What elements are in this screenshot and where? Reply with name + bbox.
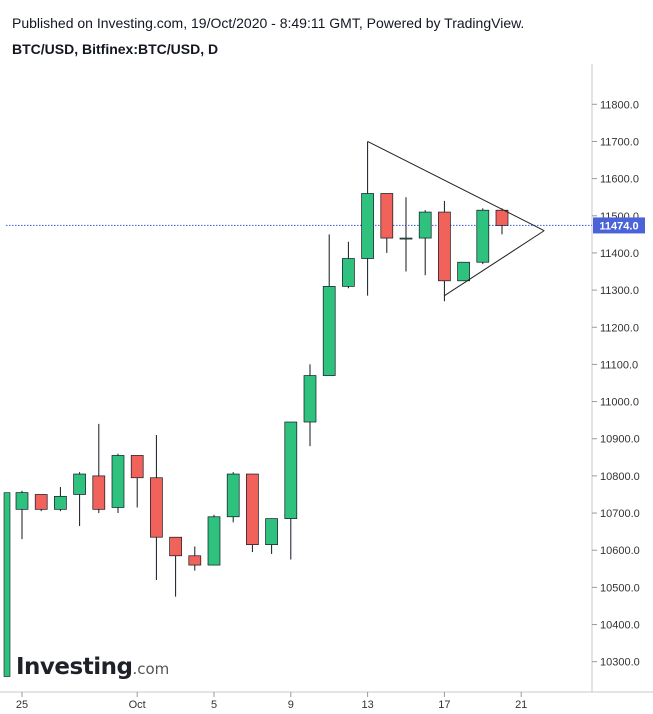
y-tick-label: 10600.0: [600, 545, 640, 557]
candle-body: [361, 193, 374, 259]
candle-body: [495, 209, 509, 226]
x-tick-label: 13: [361, 699, 373, 711]
triangle-lower-line: [444, 230, 545, 297]
candle-body: [438, 211, 451, 282]
x-tick-label: 9: [288, 699, 294, 711]
candle-body: [34, 494, 48, 510]
plot-frame: [0, 64, 653, 693]
candle-body: [207, 516, 221, 566]
x-tick-label: 5: [211, 699, 217, 711]
candles[interactable]: [3, 141, 509, 677]
candle-body: [150, 477, 163, 538]
candle-body: [284, 421, 298, 519]
candle-body: [418, 211, 432, 239]
y-tick-label: 11200.0: [600, 322, 639, 334]
candle-body: [92, 475, 106, 510]
candle-body: [73, 473, 86, 495]
candle-body: [188, 555, 202, 566]
y-tick-label: 11100.0: [600, 359, 638, 371]
last-price-badge: 11474.0: [593, 217, 645, 234]
x-axis: 25 Oct 5 9 13 17 21: [16, 692, 527, 711]
price-badge-bg: [593, 217, 645, 234]
x-tick-label: 21: [515, 699, 527, 711]
candle-body: [476, 209, 490, 263]
y-tick-label: 10400.0: [600, 620, 640, 632]
candle-body: [342, 258, 355, 287]
y-tick-label: 11400.0: [600, 248, 639, 260]
y-tick-label: 11700.0: [600, 136, 639, 148]
published-note: Published on Investing.com, 19/Oct/2020 …: [12, 15, 525, 31]
candle-body: [380, 193, 394, 239]
triangle-upper-line: [367, 141, 545, 232]
y-tick-label: 10800.0: [600, 471, 640, 483]
candle-body: [303, 375, 317, 423]
triangle-pattern: [367, 141, 545, 297]
candle-body: [169, 536, 182, 557]
candle-body: [54, 495, 67, 510]
edge-candle: [3, 492, 11, 677]
candle-body: [265, 518, 278, 545]
y-tick-label: 11800.0: [600, 99, 639, 111]
y-tick-label: 10500.0: [600, 582, 640, 594]
investing-logo: Investing.com: [16, 654, 169, 680]
y-tick-label: 10300.0: [600, 657, 640, 669]
price-badge-label: 11474.0: [599, 220, 638, 232]
y-tick-label: 11600.0: [600, 174, 639, 186]
candle-body: [15, 492, 29, 510]
candle-body: [457, 261, 470, 282]
x-tick-label: Oct: [129, 699, 146, 711]
logo-name: Investing: [16, 654, 133, 680]
candle-body: [130, 455, 144, 479]
candle-body: [322, 286, 336, 376]
y-tick-label: 10900.0: [600, 434, 640, 446]
y-tick-label: 10700.0: [600, 508, 640, 520]
candle-body: [246, 473, 259, 545]
candle-body: [226, 473, 240, 518]
y-axis: 10300.0 10400.0 10500.0 10600.0 10700.0 10800…: [592, 99, 640, 669]
x-tick-label: 25: [16, 699, 28, 711]
y-tick-label: 11000.0: [600, 397, 639, 409]
x-tick-label: 17: [438, 699, 450, 711]
symbol-title: BTC/USD, Bitfinex:BTC/USD, D: [12, 41, 219, 57]
logo-suffix: .com: [132, 660, 170, 678]
y-tick-label: 11300.0: [600, 285, 639, 297]
candle-body: [111, 455, 125, 508]
candle-body: [399, 237, 413, 240]
